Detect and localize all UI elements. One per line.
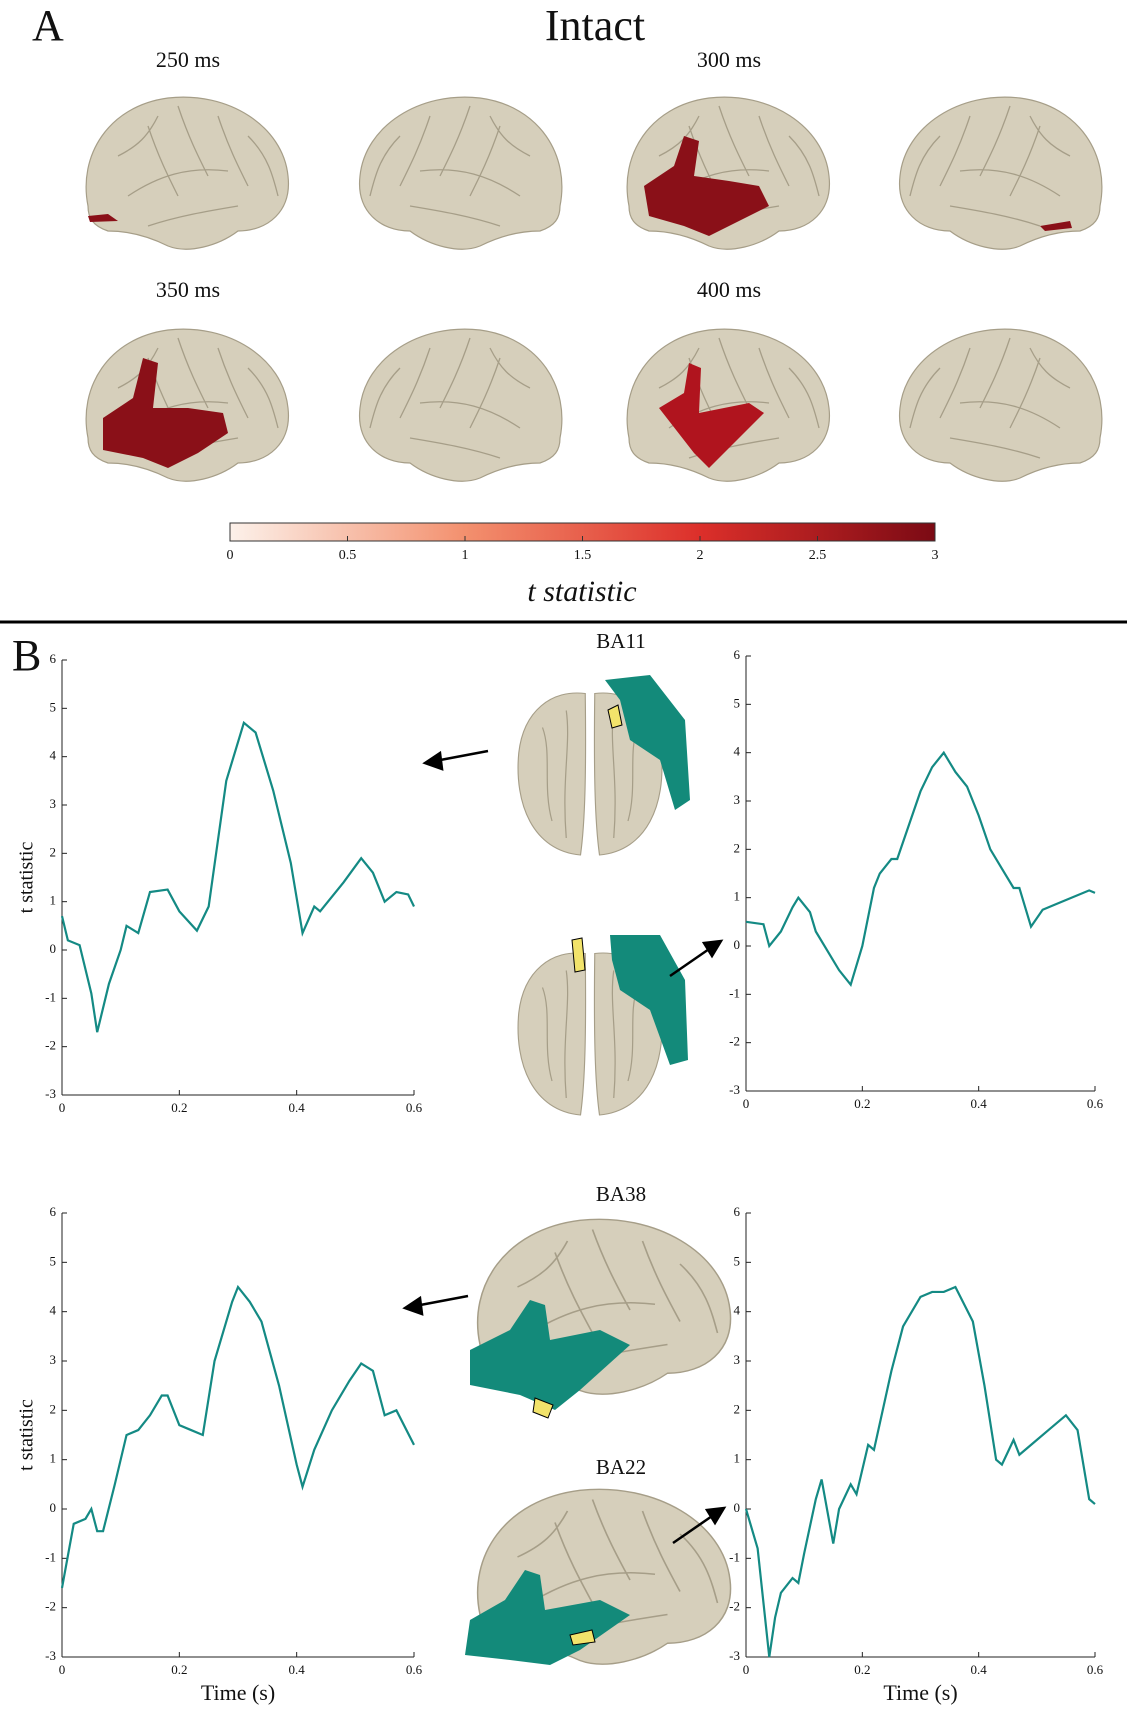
y-tick-label: 4 — [734, 1303, 741, 1318]
time-label: 350 ms — [156, 277, 220, 302]
y-tick-label: 0 — [50, 1500, 57, 1515]
arrows — [402, 749, 727, 1545]
x-tick-label: 0.6 — [1087, 1662, 1104, 1677]
x-tick-label: 0.2 — [171, 1100, 187, 1115]
y-tick-label: 6 — [734, 647, 741, 662]
x-tick-label: 0 — [59, 1662, 66, 1677]
x-tick-label: 0.6 — [1087, 1096, 1104, 1111]
y-tick-label: 3 — [50, 796, 57, 811]
x-tick-label: 0.2 — [854, 1096, 870, 1111]
y-tick-label: 2 — [734, 1401, 741, 1416]
y-tick-label: 5 — [50, 1253, 57, 1268]
y-tick-label: 3 — [50, 1352, 57, 1367]
data-line — [744, 1285, 1096, 1658]
y-axis-label: t statistic — [16, 1399, 38, 1471]
time-label: 400 ms — [697, 277, 761, 302]
colorbar-label: t statistic — [527, 575, 636, 608]
y-tick-label: -2 — [45, 1599, 56, 1614]
colorbar-tick-label: 3 — [932, 548, 939, 563]
y-tick-label: 6 — [734, 1204, 741, 1219]
y-tick-label: -1 — [729, 1549, 740, 1564]
y-tick-label: 3 — [734, 792, 741, 807]
brain-row — [85, 96, 1103, 482]
y-tick-label: 0 — [50, 941, 57, 956]
colorbar-tick-label: 2 — [697, 548, 704, 563]
y-tick-label: 0 — [734, 937, 741, 952]
x-tick-label: 0 — [743, 1662, 750, 1677]
y-tick-label: -2 — [729, 1034, 740, 1049]
x-tick-label: 0 — [59, 1100, 66, 1115]
y-tick-label: 5 — [50, 699, 57, 714]
time-label: 300 ms — [697, 47, 761, 72]
region-label: BA11 — [596, 629, 645, 653]
panel-label: A — [32, 1, 64, 50]
y-tick-label: 0 — [734, 1500, 741, 1515]
y-tick-label: -2 — [45, 1038, 56, 1053]
x-tick-label: 0.4 — [971, 1096, 988, 1111]
colorbar-tick-label: 2.5 — [809, 548, 827, 563]
y-tick-label: 2 — [50, 1401, 57, 1416]
y-tick-label: 2 — [50, 844, 57, 859]
y-tick-label: -1 — [45, 989, 56, 1004]
x-tick-label: 0 — [743, 1096, 750, 1111]
x-tick-label: 0.2 — [171, 1662, 187, 1677]
x-tick-label: 0.4 — [971, 1662, 988, 1677]
x-tick-label: 0.4 — [289, 1662, 306, 1677]
region-label: BA38 — [596, 1182, 646, 1206]
y-tick-label: 1 — [50, 1451, 57, 1466]
y-tick-label: -2 — [729, 1599, 740, 1614]
panel-title: Intact — [545, 1, 645, 50]
x-tick-label: 0.6 — [406, 1100, 423, 1115]
y-tick-label: 4 — [734, 744, 741, 759]
y-tick-label: 6 — [50, 1204, 57, 1219]
y-tick-label: 1 — [50, 893, 57, 908]
colorbar-tick-label: 1.5 — [574, 548, 592, 563]
region-label: BA22 — [596, 1455, 646, 1479]
x-tick-label: 0.4 — [289, 1100, 306, 1115]
y-axis-label: t statistic — [16, 842, 38, 914]
y-tick-label: -3 — [45, 1086, 56, 1101]
y-tick-label: 4 — [50, 1303, 57, 1318]
y-tick-label: 1 — [734, 889, 741, 904]
data-line — [60, 720, 415, 1033]
y-tick-label: 2 — [734, 840, 741, 855]
y-tick-label: 4 — [50, 748, 57, 763]
region-brains — [465, 675, 732, 1665]
y-tick-label: -3 — [45, 1648, 56, 1663]
colorbar-tick-label: 0 — [227, 548, 234, 563]
y-tick-label: 6 — [50, 651, 57, 666]
y-tick-label: 1 — [734, 1451, 741, 1466]
x-tick-label: 0.6 — [406, 1662, 423, 1677]
y-tick-label: 3 — [734, 1352, 741, 1367]
x-tick-label: 0.2 — [854, 1662, 870, 1677]
y-tick-label: -3 — [729, 1648, 740, 1663]
y-tick-label: -1 — [729, 985, 740, 1000]
x-axis-label: Time (s) — [883, 1680, 957, 1705]
y-tick-label: 5 — [734, 695, 741, 710]
y-tick-label: 5 — [734, 1253, 741, 1268]
data-line — [60, 1284, 415, 1589]
x-axis-label: Time (s) — [201, 1680, 275, 1705]
y-tick-label: -1 — [45, 1549, 56, 1564]
y-tick-label: -3 — [729, 1082, 740, 1097]
time-label: 250 ms — [156, 47, 220, 72]
colorbar-tick-label: 1 — [462, 548, 469, 563]
colorbar-tick-label: 0.5 — [339, 548, 357, 563]
panel-label: B — [12, 631, 41, 680]
data-line — [745, 750, 1096, 987]
